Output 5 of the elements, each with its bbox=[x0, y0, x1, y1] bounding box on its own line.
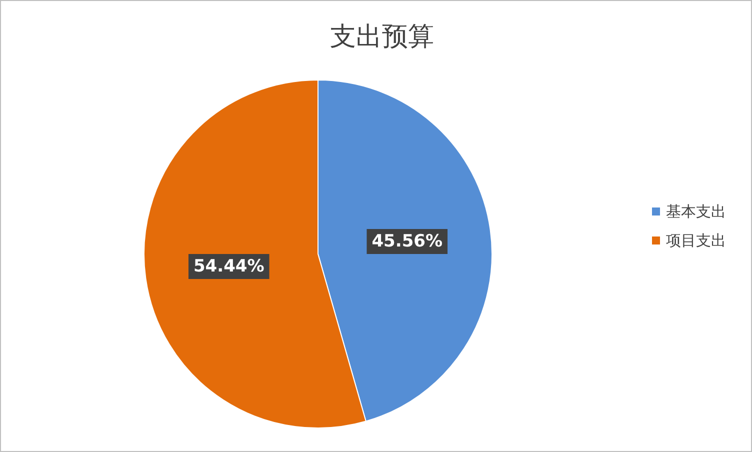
chart-title: 支出预算 bbox=[330, 22, 434, 52]
legend-label: 项目支出 bbox=[666, 232, 726, 250]
data-label: 45.56% bbox=[372, 231, 443, 252]
legend-label: 基本支出 bbox=[666, 202, 726, 220]
data-label: 54.44% bbox=[193, 256, 264, 277]
